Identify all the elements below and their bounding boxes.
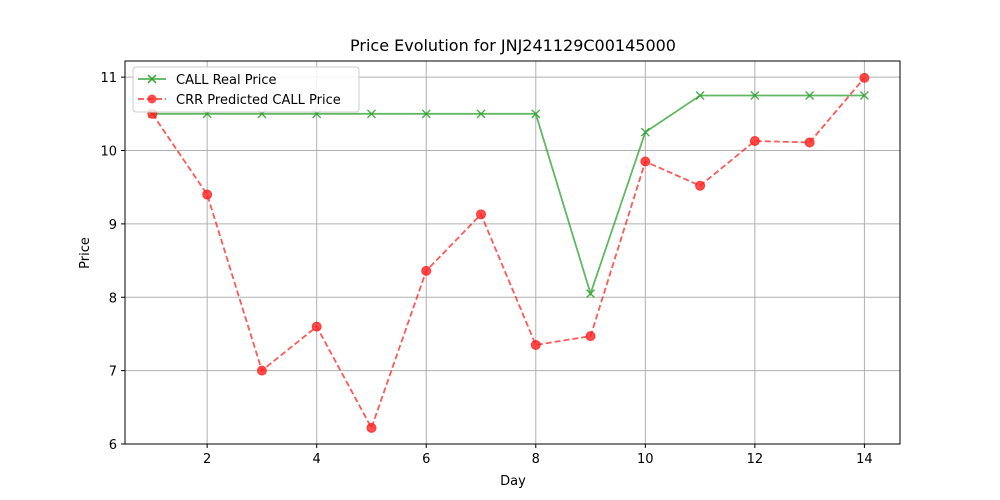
data-point xyxy=(366,109,376,119)
data-point xyxy=(695,180,706,191)
data-point xyxy=(805,90,815,100)
legend-marker xyxy=(147,74,157,84)
data-point xyxy=(749,135,760,146)
x-tick-label: 2 xyxy=(203,452,211,467)
x-tick-label: 10 xyxy=(637,452,654,467)
y-tick-label: 6 xyxy=(109,438,117,453)
x-tick-label: 4 xyxy=(313,452,321,467)
data-point xyxy=(585,331,596,342)
x-tick-label: 6 xyxy=(422,452,430,467)
data-point xyxy=(750,90,760,100)
data-point xyxy=(804,137,815,148)
plot-area-frame xyxy=(124,60,901,445)
chart-title: Price Evolution for JNJ241129C00145000 xyxy=(350,36,676,55)
data-point xyxy=(640,156,651,167)
data-point xyxy=(476,109,486,119)
y-axis-label: Price xyxy=(78,237,93,269)
data-point xyxy=(531,109,541,119)
series-layer xyxy=(147,72,870,433)
data-point xyxy=(530,339,541,350)
data-point xyxy=(859,90,869,100)
x-tick-label: 8 xyxy=(532,452,540,467)
data-point xyxy=(640,127,650,137)
y-tick-label: 8 xyxy=(109,291,117,306)
x-axis-label: Day xyxy=(500,474,526,489)
data-point xyxy=(202,189,213,200)
legend-marker xyxy=(147,94,157,104)
legend-label: CALL Real Price xyxy=(176,73,276,88)
series-2 xyxy=(147,72,870,433)
data-point xyxy=(695,90,705,100)
series-line xyxy=(152,94,865,297)
series-line xyxy=(151,77,866,431)
grid-lines xyxy=(125,61,900,445)
x-tick-label: 14 xyxy=(856,452,873,467)
data-point xyxy=(586,289,596,299)
data-point xyxy=(421,109,431,119)
y-tick-label: 9 xyxy=(109,218,117,233)
y-tick-label: 11 xyxy=(100,71,117,86)
data-point xyxy=(421,265,432,276)
data-point xyxy=(311,321,322,332)
legend-label: CRR Predicted CALL Price xyxy=(176,93,341,108)
data-point xyxy=(256,365,267,376)
data-point xyxy=(366,422,377,433)
data-point xyxy=(476,209,487,220)
axis-ticks: 2 4 6 8 10 12 14 6 7 8 9 10 11 xyxy=(100,71,872,467)
x-tick-label: 12 xyxy=(747,452,764,467)
y-tick-label: 7 xyxy=(109,365,117,380)
data-point xyxy=(859,72,870,83)
series-1 xyxy=(147,90,869,299)
legend: CALL Real Price CRR Predicted CALL Price xyxy=(132,66,360,113)
legend-box xyxy=(132,66,360,113)
y-tick-label: 10 xyxy=(100,145,117,160)
